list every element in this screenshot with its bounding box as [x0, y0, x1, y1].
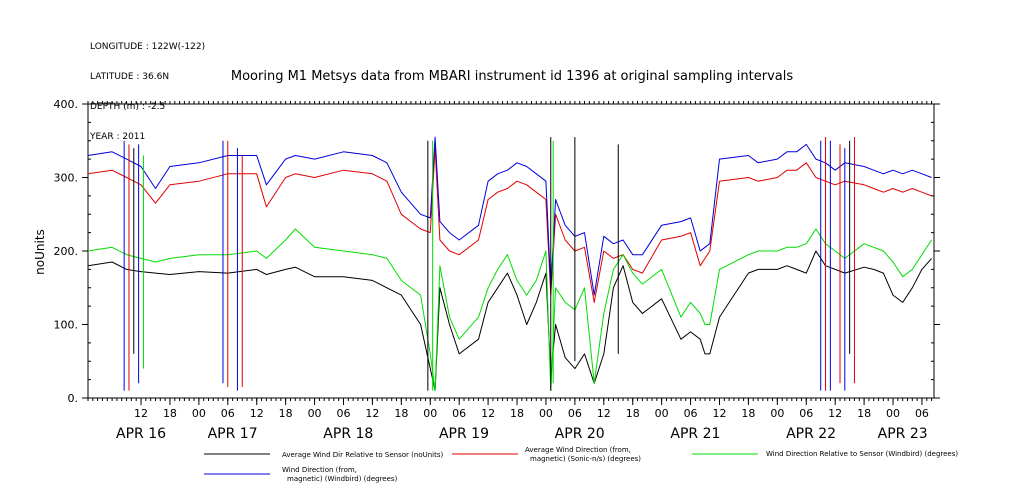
y-axis-label: noUnits: [33, 229, 47, 275]
x-date-label: APR 17: [208, 426, 258, 442]
x-date-label: APR 20: [555, 426, 605, 442]
plot-area: 0. 100. 200. 300. 400. 12 18 00 06 12 18 00 06 12 18 00…: [54, 98, 940, 442]
x-date-label: APR 23: [878, 426, 928, 442]
x-date-label: APR 16: [116, 426, 166, 442]
series-group: [87, 136, 933, 392]
x-tick-label: 12: [828, 407, 842, 420]
depth-text: DEPTH (m) : -2.5: [90, 102, 166, 112]
x-tick-label: 00: [886, 407, 900, 420]
x-date-label: APR 22: [786, 426, 836, 442]
x-tick-label: 06: [915, 407, 929, 420]
x-tick-label: 18: [394, 407, 408, 420]
x-tick-label: 12: [250, 407, 264, 420]
x-tick-label: 06: [452, 407, 466, 420]
x-tick-label: 12: [365, 407, 379, 420]
latitude-text: LATITUDE : 36.6N: [90, 72, 170, 82]
y-tick-label: 200.: [54, 245, 79, 258]
y-tick-label: 0.: [68, 392, 79, 405]
y-tick-label: 100.: [54, 319, 79, 332]
legend: Average Wind Dir Relative to Sensor (noU…: [204, 446, 958, 483]
x-tick-label: 18: [626, 407, 640, 420]
x-tick-label: 00: [308, 407, 322, 420]
axis-ticks: 0. 100. 200. 300. 400. 12 18 00 06 12 18 00 06 12 18 00…: [54, 98, 940, 442]
x-tick-label: 18: [279, 407, 293, 420]
x-date-label: APR 21: [670, 426, 720, 442]
series-line-3: [87, 136, 932, 296]
legend-label-wind-direction-windbird: Wind Direction (from, magnetic) (Windbir…: [282, 466, 398, 483]
plot-frame: [87, 103, 935, 399]
year-text: YEAR : 2011: [90, 132, 146, 142]
x-tick-label: 00: [655, 407, 669, 420]
y-tick-label: 300.: [54, 172, 79, 185]
x-tick-label: 00: [770, 407, 784, 420]
x-tick-label: 06: [684, 407, 698, 420]
x-tick-label: 06: [799, 407, 813, 420]
x-tick-label: 12: [134, 407, 148, 420]
metadata-block: LONGITUDE : 122W(-122) LATITUDE : 36.6N …: [90, 22, 205, 152]
legend-label-avg-wind-direction: Average Wind Direction (from, magnetic) …: [525, 446, 641, 463]
x-tick-label: 18: [741, 407, 755, 420]
x-tick-label: 00: [192, 407, 206, 420]
legend-label-wind-direction-relative-windbird: Wind Direction Relative to Sensor (Windb…: [766, 450, 958, 458]
chart-title: Mooring M1 Metsys data from MBARI instru…: [231, 69, 793, 84]
x-tick-label: 18: [163, 407, 177, 420]
series-line-0: [87, 250, 932, 392]
x-tick-label: 06: [221, 407, 235, 420]
series-line-1: [87, 147, 932, 303]
x-tick-label: 06: [336, 407, 350, 420]
x-tick-label: 18: [510, 407, 524, 420]
x-tick-label: 00: [539, 407, 553, 420]
x-tick-label: 06: [568, 407, 582, 420]
x-tick-label: 12: [481, 407, 495, 420]
x-tick-label: 18: [857, 407, 871, 420]
series-line-2: [87, 228, 933, 392]
x-date-label: APR 18: [323, 426, 373, 442]
x-tick-label: 12: [712, 407, 726, 420]
longitude-text: LONGITUDE : 122W(-122): [90, 42, 206, 52]
x-date-label: APR 19: [439, 426, 489, 442]
x-tick-label: 00: [423, 407, 437, 420]
x-tick-label: 12: [597, 407, 611, 420]
y-tick-label: 400.: [54, 98, 79, 111]
legend-label-avg-wind-dir-relative: Average Wind Dir Relative to Sensor (noU…: [282, 451, 443, 459]
